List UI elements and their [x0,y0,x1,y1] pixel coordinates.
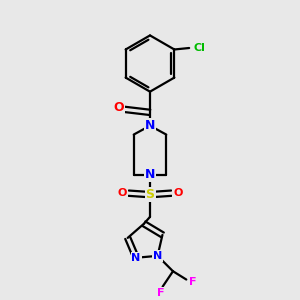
Text: F: F [158,288,165,298]
Text: S: S [146,188,154,201]
Text: F: F [189,277,196,287]
Text: N: N [145,168,155,181]
Text: O: O [173,188,182,198]
Text: O: O [118,188,127,198]
Text: Cl: Cl [194,43,206,53]
Text: N: N [145,119,155,132]
Text: N: N [153,251,162,261]
Text: O: O [114,101,124,114]
Text: N: N [131,253,141,263]
